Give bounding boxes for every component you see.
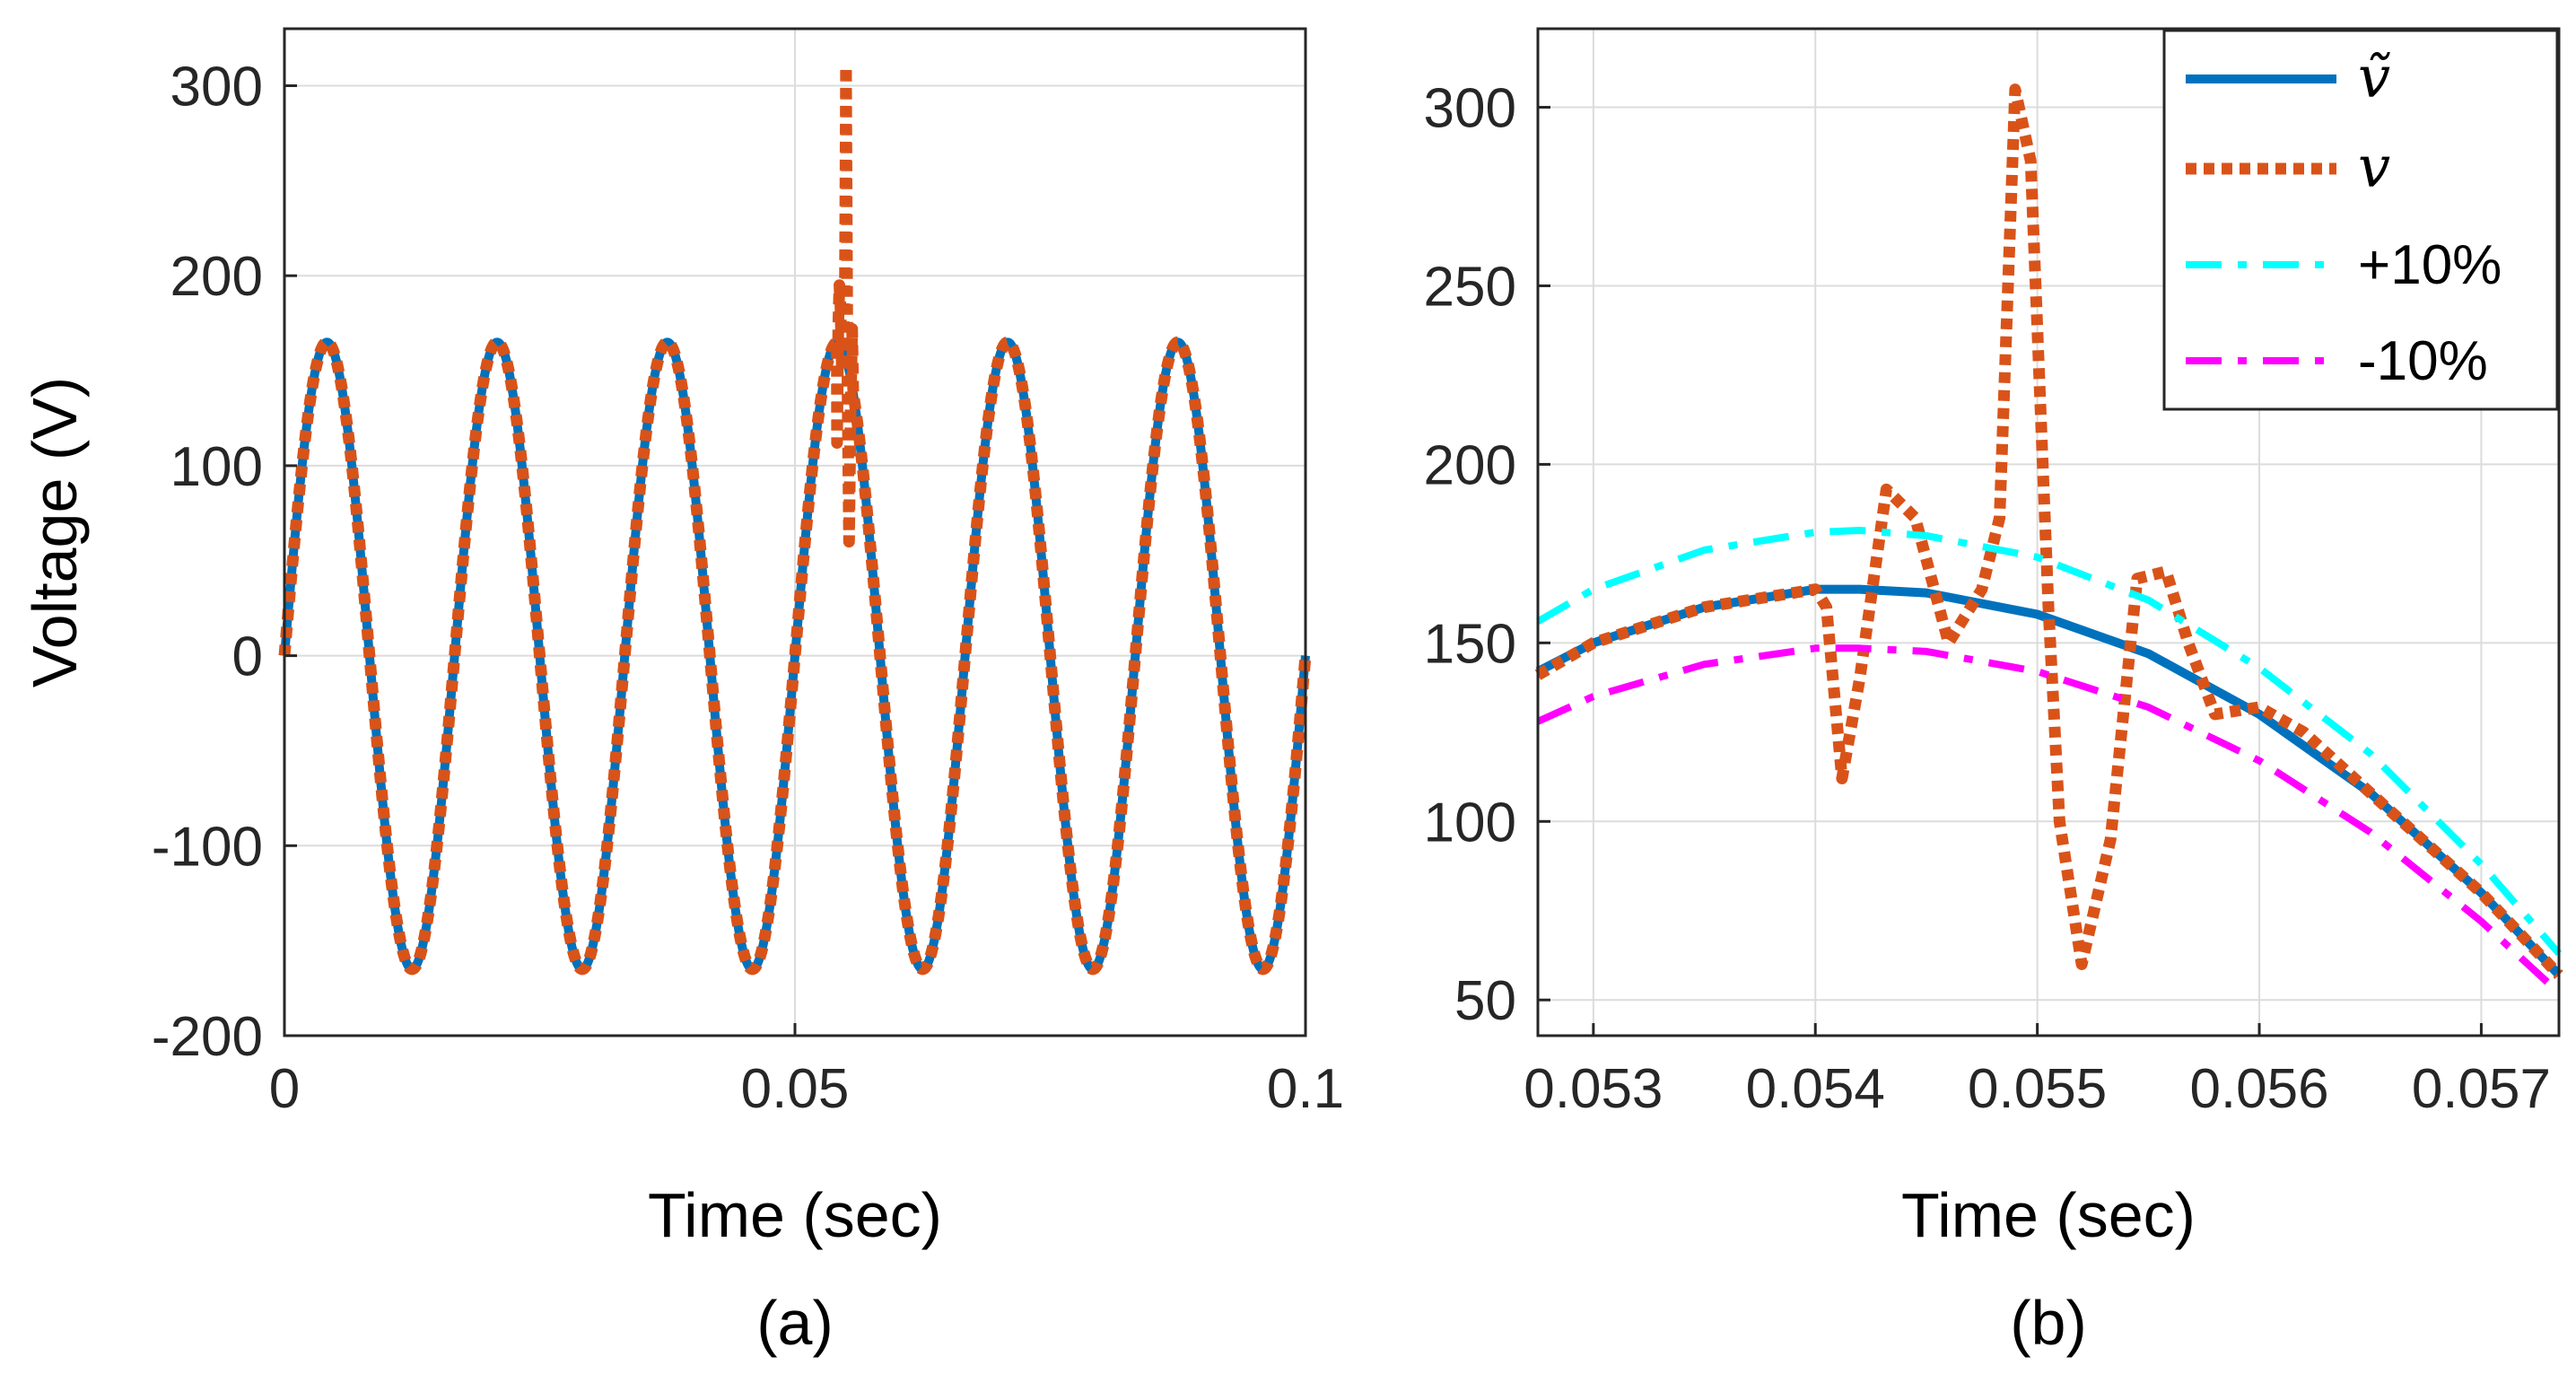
panel-b-xtick-label: 0.053 (1524, 1058, 1663, 1120)
panel-b-series-v- (1535, 584, 2563, 978)
panel-b-xtick-label: 0.055 (1968, 1058, 2107, 1120)
panel-b-xlabel: Time (sec) (1901, 1180, 2196, 1250)
panel-a-xtick-label: 0.1 (1267, 1058, 1344, 1120)
legend-label-minus10: -10% (2358, 330, 2488, 392)
panel-a-ticks: 0 0.05 0.1 -200 -100 0 100 200 300 (152, 57, 1344, 1120)
panel-a-ytick-label: -100 (152, 816, 263, 878)
panel-b-series (1534, 83, 2563, 996)
panel-a-ytick-label: 100 (170, 436, 263, 498)
panel-b-xtick-label: 0.057 (2412, 1058, 2551, 1120)
panel-a-series-v- (280, 337, 1310, 974)
panel-a-ytick-label: 0 (232, 626, 263, 688)
panel-a-xtick-label: 0.05 (741, 1058, 850, 1120)
panel-a-ytick-label: -200 (152, 1006, 263, 1068)
panel-a-series-v (278, 60, 1312, 976)
legend-box (2162, 29, 2559, 411)
panel-b-ytick-label: 150 (1424, 613, 1516, 675)
panel-b-series--10- (1535, 527, 2563, 957)
panel-a-xlabel: Time (sec) (648, 1180, 942, 1250)
panel-b-xtick-label: 0.056 (2189, 1058, 2328, 1120)
panel-b-xtick-label: 0.054 (1746, 1058, 1885, 1120)
panel-b-ticks: 0.053 0.054 0.055 0.056 0.057 50 100 150 200 250 3… (1424, 78, 2551, 1120)
panel-a-ytick-label: 300 (170, 57, 263, 118)
legend: ṽ v +10% -10% (2162, 29, 2559, 411)
panel-b-caption: (b) (2010, 1288, 2087, 1358)
legend-label-v-tilde: ṽ (2358, 45, 2390, 111)
panel-b-axes-box (1536, 27, 2561, 1037)
panel-b-chart: 0.053 0.054 0.055 0.056 0.057 50 100 150 200 250 3… (1424, 27, 2563, 1358)
panel-b-ytick-label: 250 (1424, 256, 1516, 318)
panel-b-ytick-label: 50 (1454, 970, 1516, 1032)
panel-b-series--10- (1536, 644, 2562, 996)
legend-label-plus10: +10% (2358, 234, 2502, 296)
panel-b-series-v (1534, 83, 2563, 979)
panel-a-chart: 0 0.05 0.1 -200 -100 0 100 200 300 Time (sec) Vo… (20, 27, 1344, 1358)
panel-b-ytick-label: 100 (1424, 792, 1516, 853)
panel-a-series (278, 60, 1312, 976)
panel-b-ytick-label: 300 (1424, 78, 1516, 140)
panel-a-ylabel: Voltage (V) (20, 377, 90, 687)
panel-b-ytick-label: 200 (1424, 434, 1516, 496)
panel-a-xtick-label: 0 (269, 1058, 300, 1120)
panel-a-ytick-label: 200 (170, 246, 263, 308)
panel-a-caption: (a) (756, 1288, 834, 1358)
legend-label-v: v (2358, 135, 2390, 201)
